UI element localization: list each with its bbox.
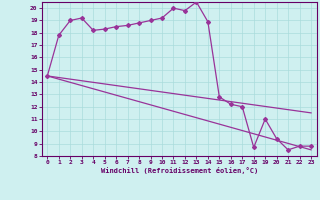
X-axis label: Windchill (Refroidissement éolien,°C): Windchill (Refroidissement éolien,°C) [100,167,258,174]
